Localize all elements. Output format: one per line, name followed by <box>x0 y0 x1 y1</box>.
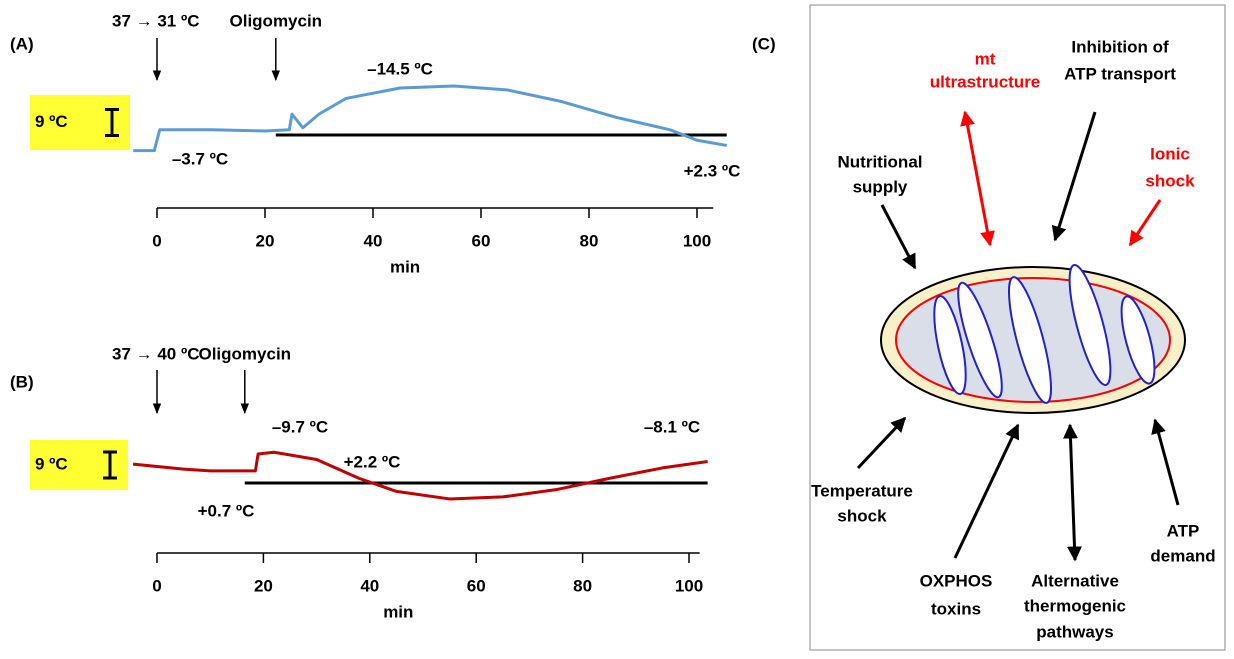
diagram-label: ATP <box>1167 521 1200 540</box>
diagram-label: Inhibition of <box>1071 37 1169 56</box>
trace <box>133 84 727 153</box>
x-tick-label: 20 <box>256 231 275 250</box>
annotation: +2.3 ºC <box>684 161 741 180</box>
diagram-label: shock <box>1145 171 1195 190</box>
x-tick-label: 0 <box>152 231 161 250</box>
annotation: –3.7 ºC <box>172 149 228 168</box>
event-label: Oligomycin <box>198 344 291 363</box>
diagram-label: mt <box>975 49 996 68</box>
x-axis-label: min <box>390 257 420 276</box>
x-tick-label: 80 <box>573 576 592 595</box>
scale-bar <box>103 450 117 480</box>
x-tick-label: 80 <box>580 231 599 250</box>
x-tick-label: 60 <box>467 576 486 595</box>
diagram-label: ATP transport <box>1064 64 1176 83</box>
event-label: Oligomycin <box>230 11 323 30</box>
scale-label: 9 ºC <box>35 454 68 473</box>
diagram-label: demand <box>1150 546 1215 565</box>
diagram-label: toxins <box>931 599 981 618</box>
annotation: +2.2 ºC <box>344 452 401 471</box>
trace <box>132 450 708 501</box>
panel-label: (B) <box>10 372 34 391</box>
panel-label: (C) <box>752 34 776 53</box>
diagram-label: Nutritional <box>838 152 923 171</box>
x-tick-label: 0 <box>152 576 161 595</box>
scale-bar <box>105 107 119 138</box>
x-tick-label: 40 <box>364 231 383 250</box>
scale-label: 9 ºC <box>35 112 68 131</box>
diagram-label: ultrastructure <box>930 72 1041 91</box>
annotation: –14.5 ºC <box>367 59 433 78</box>
diagram-label: thermogenic <box>1024 596 1126 615</box>
diagram-label: Temperature <box>811 481 913 500</box>
panel-label: (A) <box>10 34 34 53</box>
diagram-label: Alternative <box>1031 571 1119 590</box>
arrows <box>856 110 1180 562</box>
diagram-label: supply <box>853 177 908 196</box>
x-tick-label: 40 <box>360 576 379 595</box>
x-tick-label: 100 <box>675 576 703 595</box>
diagram-label: Ionic <box>1150 144 1190 163</box>
scale-box <box>30 440 128 490</box>
annotation: +0.7 ºC <box>198 501 255 520</box>
mitochondrion <box>880 264 1186 414</box>
event-label: 37 → 31 ºC <box>112 11 199 30</box>
annotation: –9.7 ºC <box>272 417 328 436</box>
x-tick-label: 20 <box>254 576 273 595</box>
panel-border <box>809 4 1226 651</box>
diagram-label: shock <box>837 506 887 525</box>
x-tick-label: 100 <box>683 231 711 250</box>
annotation: –8.1 ºC <box>644 417 700 436</box>
x-tick-label: 60 <box>472 231 491 250</box>
diagram-label: OXPHOS <box>920 571 993 590</box>
event-label: 37 → 40 ºC <box>112 344 199 363</box>
diagram-label: pathways <box>1036 622 1113 641</box>
x-axis-label: min <box>383 602 413 621</box>
